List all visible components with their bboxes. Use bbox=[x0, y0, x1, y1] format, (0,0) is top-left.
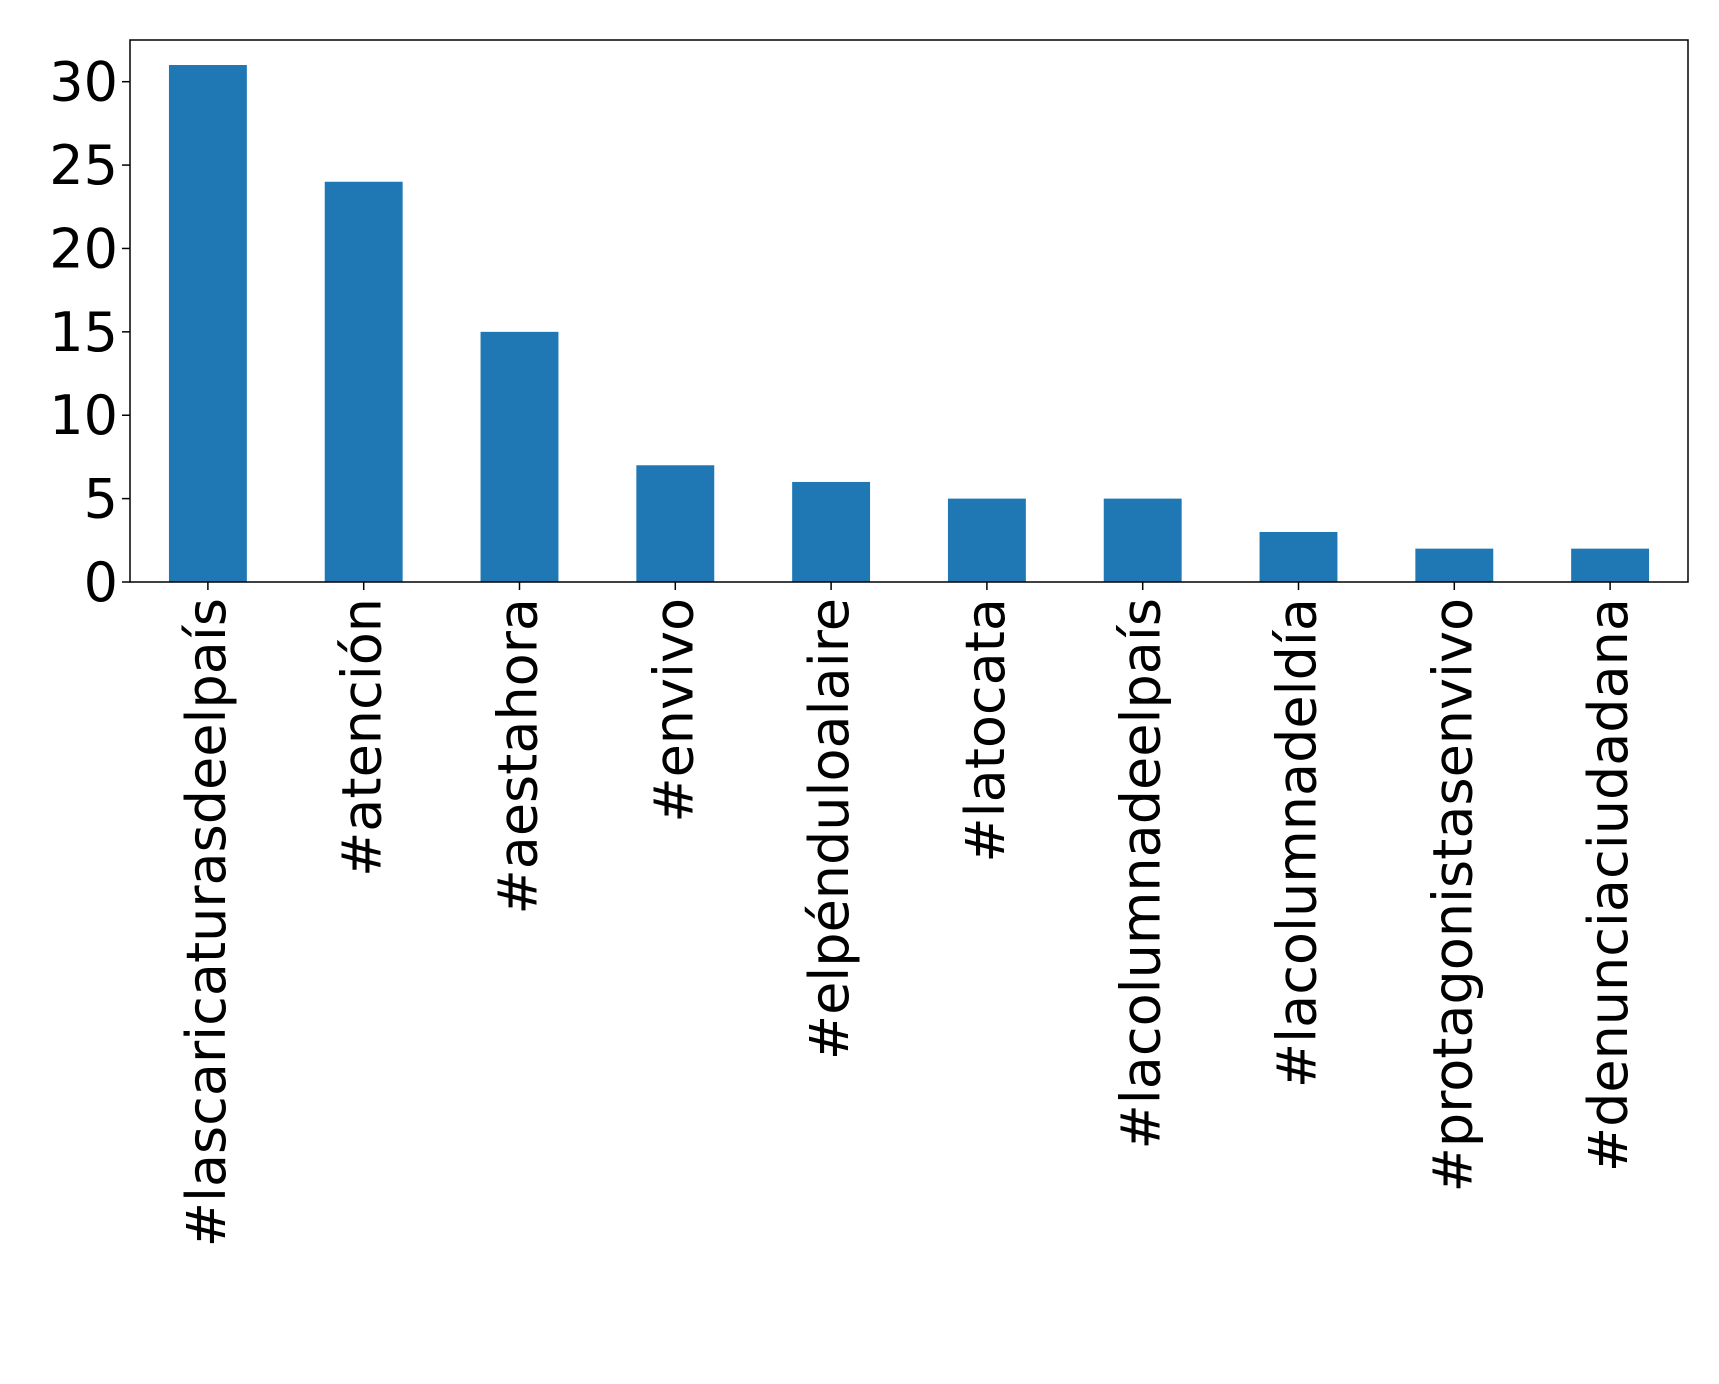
y-tick-label: 15 bbox=[49, 301, 118, 364]
x-tick-label: #lacolumnadeelpaís bbox=[1110, 598, 1173, 1149]
x-tick-label: #lascaricaturasdeelpaís bbox=[175, 598, 238, 1247]
bar bbox=[480, 331, 559, 582]
x-tick-label: #elpénduloalaire bbox=[798, 598, 861, 1060]
bars-group bbox=[168, 65, 1650, 582]
x-tick-label: #atención bbox=[331, 598, 394, 877]
bar bbox=[324, 181, 403, 582]
x-tick-label: #lacolumnadeldía bbox=[1266, 598, 1329, 1088]
bar bbox=[168, 65, 247, 582]
y-tick-label: 10 bbox=[49, 384, 118, 447]
y-tick-label: 30 bbox=[49, 51, 118, 114]
bar bbox=[947, 498, 1026, 582]
y-tick-label: 25 bbox=[49, 134, 118, 197]
x-axis: #lascaricaturasdeelpaís #atención #aestaho… bbox=[175, 582, 1640, 1247]
bar bbox=[1259, 531, 1338, 582]
x-tick-label: #aestahora bbox=[487, 598, 550, 915]
bar bbox=[636, 465, 715, 582]
y-tick-label: 20 bbox=[49, 217, 118, 280]
bar bbox=[1103, 498, 1182, 582]
y-axis: 0 5 10 15 20 25 30 bbox=[49, 51, 130, 614]
y-tick-label: 5 bbox=[84, 468, 118, 531]
x-tick-label: #latocata bbox=[954, 598, 1017, 863]
bar bbox=[792, 481, 871, 582]
y-tick-label: 0 bbox=[84, 551, 118, 614]
x-tick-label: #protagonistasenvivo bbox=[1421, 598, 1484, 1192]
x-tick-label: #envivo bbox=[642, 598, 705, 823]
x-tick-label: #denunciaciudadana bbox=[1577, 598, 1640, 1172]
bar bbox=[1571, 548, 1650, 582]
bar bbox=[1415, 548, 1494, 582]
plot-frame bbox=[129, 39, 1689, 583]
